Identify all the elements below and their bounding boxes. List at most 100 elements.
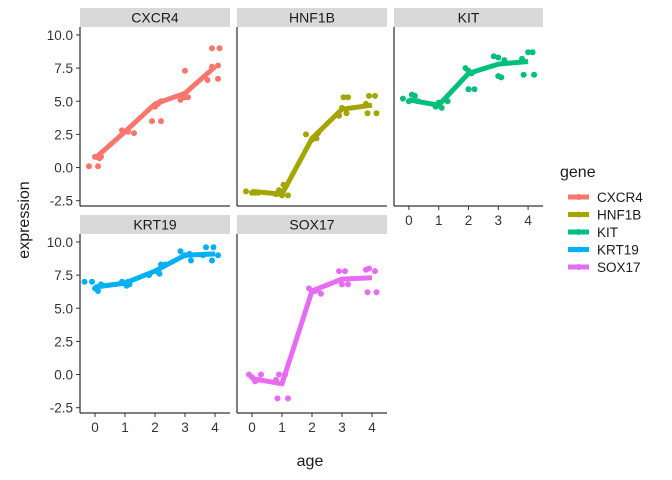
legend-label: CXCR4 xyxy=(597,190,643,205)
data-point xyxy=(95,288,101,294)
data-point xyxy=(345,281,351,288)
data-point xyxy=(215,252,221,259)
data-point xyxy=(313,135,320,142)
data-point xyxy=(200,252,206,259)
data-point xyxy=(149,118,155,125)
data-point xyxy=(468,70,475,77)
data-point xyxy=(273,376,279,383)
data-point xyxy=(119,278,125,285)
data-point xyxy=(339,281,345,288)
data-point xyxy=(303,131,309,138)
data-point xyxy=(435,99,442,106)
legend-key-point xyxy=(575,211,582,218)
legend-key-point xyxy=(575,229,582,235)
data-point xyxy=(495,54,502,61)
data-point xyxy=(209,63,215,70)
x-tick-label: 3 xyxy=(495,213,503,228)
data-point xyxy=(276,371,282,378)
data-point xyxy=(177,96,184,103)
data-point xyxy=(215,75,221,82)
y-tick-label: -2.5 xyxy=(50,401,73,416)
data-point xyxy=(158,261,164,268)
facet-panel-krt19: KRT19 -2.5 0.0 2.5 5.0 7.5 10.0 0 1 2 3 4 xyxy=(47,215,230,435)
data-point xyxy=(444,98,451,105)
data-point xyxy=(156,270,163,277)
y-tick-label: 0.0 xyxy=(54,368,73,383)
data-point xyxy=(318,290,324,297)
data-point xyxy=(363,100,369,107)
y-tick-label: 5.0 xyxy=(54,301,73,316)
data-point xyxy=(92,153,98,160)
data-point xyxy=(366,265,372,272)
x-tick-label: 3 xyxy=(338,420,346,435)
data-point xyxy=(520,71,527,78)
data-point xyxy=(345,94,351,101)
data-point xyxy=(209,257,215,264)
legend: gene CXCR4 HNF1B KIT KRT19 SOX17 xyxy=(560,164,643,275)
legend-key-point xyxy=(575,246,582,253)
facet-panel-kit: KIT 0 1 2 3 4 xyxy=(393,8,543,228)
data-point xyxy=(131,130,137,137)
data-point xyxy=(285,192,291,199)
x-tick-label: 1 xyxy=(435,213,443,228)
facet-strip-label: SOX17 xyxy=(289,217,334,233)
data-point xyxy=(215,62,221,69)
x-tick-label: 2 xyxy=(465,213,473,228)
y-tick-label: 2.5 xyxy=(54,334,73,349)
data-point xyxy=(525,49,532,56)
data-point xyxy=(471,86,478,93)
data-point xyxy=(162,261,169,268)
data-point xyxy=(373,110,380,117)
facet-strip xyxy=(237,8,387,27)
data-point xyxy=(95,163,101,170)
y-tick-label: 0.0 xyxy=(54,161,73,176)
x-tick-label: 4 xyxy=(211,420,219,435)
x-tick-label: 3 xyxy=(181,420,189,435)
data-point xyxy=(204,77,211,83)
data-point xyxy=(243,188,249,195)
data-point xyxy=(186,250,193,257)
data-point xyxy=(405,98,412,105)
x-tick-label: 2 xyxy=(151,420,159,435)
data-point xyxy=(126,281,133,288)
data-point xyxy=(280,181,287,188)
data-point xyxy=(399,95,406,102)
x-tick-label: 1 xyxy=(278,420,286,435)
data-point xyxy=(120,128,127,135)
data-point xyxy=(285,395,291,402)
x-tick-label: 4 xyxy=(368,420,376,435)
y-tick-label: 5.0 xyxy=(54,94,73,109)
y-tick-label: 2.5 xyxy=(54,127,73,142)
data-point xyxy=(282,371,288,378)
data-point xyxy=(364,110,371,117)
y-tick-label: 7.5 xyxy=(54,268,73,283)
data-point xyxy=(339,104,345,111)
y-tick-label: -2.5 xyxy=(50,194,73,209)
facet-strip xyxy=(80,8,230,27)
data-point xyxy=(372,92,378,99)
data-point xyxy=(158,98,164,105)
data-point xyxy=(336,268,342,275)
legend-label: HNF1B xyxy=(597,208,641,223)
facet-strip xyxy=(394,8,543,27)
data-point xyxy=(203,244,209,251)
y-axis-title: expression xyxy=(16,181,33,258)
facet-panel-cxcr4: CXCR4 -2.5 0.0 2.5 5.0 7.5 10.0 xyxy=(47,8,230,209)
data-point xyxy=(465,86,472,93)
data-point xyxy=(216,45,223,52)
legend-key-point xyxy=(575,264,582,270)
y-tick-label: 10.0 xyxy=(47,28,73,43)
facet-strip-label: KIT xyxy=(458,10,480,26)
data-point xyxy=(501,57,508,64)
data-point xyxy=(255,376,261,383)
data-point xyxy=(343,110,350,117)
data-point xyxy=(210,244,217,251)
x-tick-label: 2 xyxy=(308,420,316,435)
x-axis-title: age xyxy=(297,453,324,470)
facet-panel-sox17: SOX17 0 1 2 3 4 xyxy=(236,215,387,435)
data-point xyxy=(364,289,371,296)
data-point xyxy=(182,67,188,74)
data-point xyxy=(373,289,380,296)
data-point xyxy=(276,187,282,194)
data-point xyxy=(89,278,95,285)
